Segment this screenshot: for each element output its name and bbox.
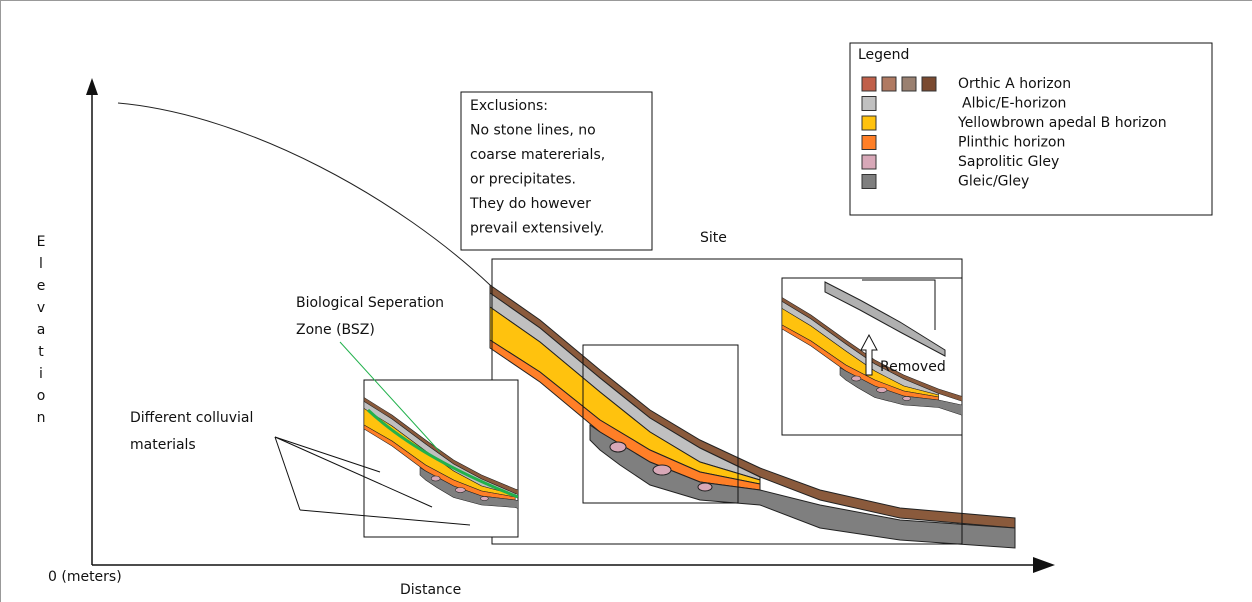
legend-label: Albic/E-horizon: [962, 96, 1066, 112]
legend-title: Legend: [858, 47, 909, 63]
exclusions-line: They do however: [469, 196, 591, 212]
legend-swatch: [862, 155, 876, 169]
colluvial-label: materials: [130, 437, 196, 453]
legend-swatch: [862, 175, 876, 189]
x-axis-label: Distance: [400, 582, 461, 598]
legend-label: Plinthic horizon: [958, 135, 1065, 151]
exclusions-line: or precipitates.: [470, 172, 576, 188]
legend-label: Yellowbrown apedal B horizon: [957, 115, 1167, 131]
y-arrow: [86, 78, 98, 95]
slope-curve: [118, 103, 490, 285]
legend-swatch: [862, 97, 876, 111]
colluvial-label: Different colluvial: [130, 410, 253, 426]
diagram: Exclusions: No stone lines, no coarse mate…: [0, 0, 1252, 602]
origin-label: 0 (meters): [48, 569, 122, 585]
exclusions-line: No stone lines, no: [470, 123, 596, 139]
legend-swatch: [862, 136, 876, 150]
canvas: Exclusions: No stone lines, no coarse mate…: [0, 0, 1252, 602]
exclusions-line: coarse matererials,: [470, 147, 605, 163]
legend-swatch: [862, 77, 876, 91]
y-axis-label: Elevation: [33, 234, 49, 432]
removed-label: Removed: [880, 359, 946, 375]
site-label: Site: [700, 230, 727, 246]
legend-label: Orthic A horizon: [958, 76, 1071, 92]
bsz-label: Zone (BSZ): [296, 322, 375, 338]
legend-swatch: [922, 77, 936, 91]
legend-label: Saprolitic Gley: [958, 154, 1059, 170]
exclusions-line: Exclusions:: [470, 98, 548, 114]
exclusions-line: prevail extensively.: [470, 221, 604, 237]
legend-swatch: [862, 116, 876, 130]
legend-swatch: [882, 77, 896, 91]
x-arrow: [1033, 557, 1055, 573]
legend-label: Gleic/Gley: [958, 174, 1029, 190]
bsz-label: Biological Seperation: [296, 295, 444, 311]
legend-swatch: [902, 77, 916, 91]
